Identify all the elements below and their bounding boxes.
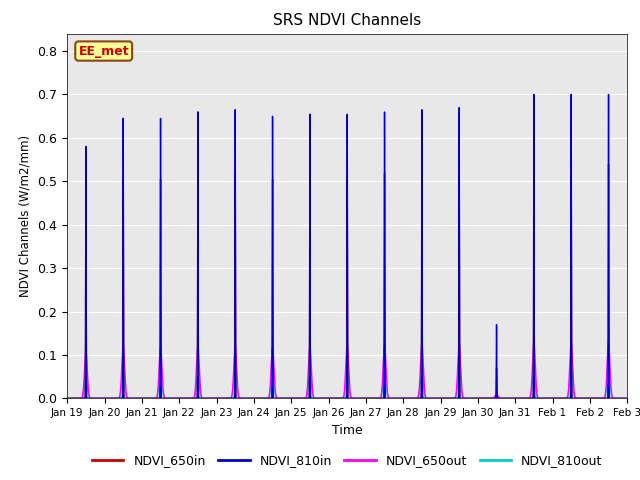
NDVI_650out <box>63 396 71 401</box>
Legend: NDVI_650in, NDVI_810in, NDVI_650out, NDVI_810out: NDVI_650in, NDVI_810in, NDVI_650out, NDV… <box>87 449 607 472</box>
NDVI_650out <box>186 396 194 401</box>
NDVI_810out <box>63 396 71 401</box>
NDVI_650out <box>623 396 631 401</box>
NDVI_810out <box>124 396 132 401</box>
NDVI_650in <box>81 396 89 401</box>
NDVI_810out <box>198 395 205 401</box>
Y-axis label: NDVI Channels (W/m2/mm): NDVI Channels (W/m2/mm) <box>19 135 32 297</box>
X-axis label: Time: Time <box>332 424 363 437</box>
NDVI_810out <box>605 367 612 373</box>
NDVI_810out <box>360 396 367 401</box>
NDVI_650out <box>198 394 205 400</box>
NDVI_650out <box>81 356 89 361</box>
NDVI_650out <box>474 396 482 401</box>
NDVI_810out <box>81 377 89 383</box>
NDVI_810in <box>63 396 71 401</box>
NDVI_810in <box>124 396 132 401</box>
NDVI_650out <box>360 396 367 401</box>
Line: NDVI_810out: NDVI_810out <box>67 370 627 398</box>
NDVI_650out <box>605 339 612 345</box>
NDVI_650out <box>124 396 132 401</box>
NDVI_650in <box>360 396 367 401</box>
NDVI_810in <box>81 396 89 401</box>
NDVI_810in <box>360 396 367 401</box>
NDVI_650in <box>124 396 132 401</box>
NDVI_810in <box>549 396 557 401</box>
NDVI_650in <box>82 144 90 149</box>
NDVI_810out <box>549 396 557 401</box>
Line: NDVI_810in: NDVI_810in <box>67 95 627 398</box>
NDVI_810out <box>623 396 631 401</box>
NDVI_810in <box>186 396 194 401</box>
NDVI_810out <box>511 396 519 401</box>
NDVI_650in <box>63 396 71 401</box>
Line: NDVI_650out: NDVI_650out <box>67 342 627 398</box>
Title: SRS NDVI Channels: SRS NDVI Channels <box>273 13 421 28</box>
Line: NDVI_650in: NDVI_650in <box>67 146 627 398</box>
NDVI_810in <box>198 396 205 401</box>
NDVI_810out <box>186 396 194 401</box>
NDVI_650out <box>549 396 557 401</box>
NDVI_810in <box>605 92 612 97</box>
NDVI_650in <box>623 396 631 401</box>
NDVI_650in <box>186 396 194 401</box>
NDVI_810in <box>623 396 631 401</box>
NDVI_650in <box>198 396 205 401</box>
Text: EE_met: EE_met <box>79 45 129 58</box>
NDVI_650in <box>549 396 557 401</box>
